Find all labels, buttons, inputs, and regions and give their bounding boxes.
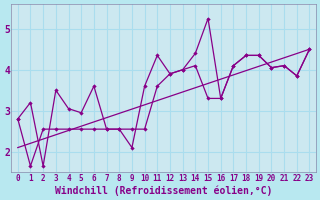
X-axis label: Windchill (Refroidissement éolien,°C): Windchill (Refroidissement éolien,°C) [55,185,272,196]
